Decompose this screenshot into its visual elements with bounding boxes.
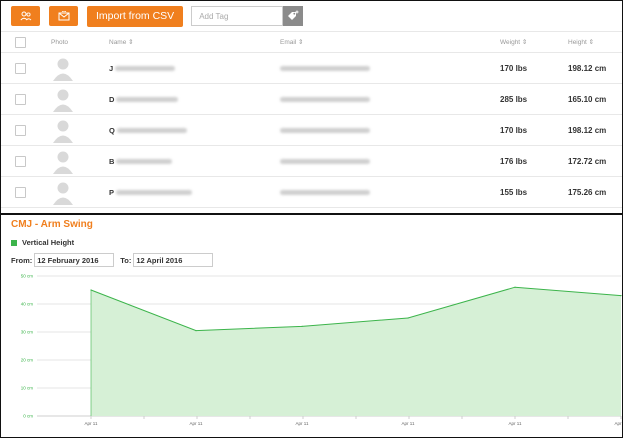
- athlete-name-initial: P: [109, 187, 115, 197]
- athlete-list-panel: Import from CSV Photo Name ⇕ Email ⇕ Wei…: [1, 1, 622, 213]
- y-tick-label: 30 cm: [21, 330, 34, 335]
- y-tick-label: 40 cm: [21, 302, 34, 307]
- x-tick-label: Apr 11: [402, 421, 415, 426]
- y-tick-label: 50 cm: [21, 274, 34, 279]
- x-tick-label: Apr 11: [509, 421, 522, 426]
- y-tick-label: 20 cm: [21, 358, 34, 363]
- athlete-height: 198.12 cm: [568, 125, 607, 135]
- redacted-name: [116, 158, 173, 164]
- row-checkbox[interactable]: [15, 124, 26, 136]
- redacted-name: [115, 65, 176, 71]
- row-checkbox[interactable]: [15, 93, 26, 105]
- envelope-icon: [58, 11, 69, 21]
- from-label: From:: [11, 255, 33, 265]
- series-line: [90, 286, 622, 332]
- import-csv-button[interactable]: Import from CSV: [87, 5, 184, 27]
- to-date-input[interactable]: 12 April 2016: [133, 253, 214, 267]
- table-row[interactable]: P 155 lbs 175.26 cm: [1, 177, 622, 208]
- x-tick-label: Apr 11: [85, 421, 98, 426]
- athlete-name-initial: J: [109, 63, 114, 73]
- select-all-checkbox[interactable]: [15, 36, 26, 48]
- avatar-placeholder-icon: [53, 89, 73, 112]
- athlete-weight: 155 lbs: [500, 187, 528, 197]
- row-checkbox[interactable]: [15, 186, 26, 198]
- athlete-table: Photo Name ⇕ Email ⇕ Weight ⇕ Height ⇕ J…: [1, 31, 622, 208]
- redacted-email: [280, 158, 370, 164]
- athlete-height: 175.26 cm: [568, 187, 607, 197]
- redacted-email: [280, 127, 370, 133]
- avatar-placeholder-icon: [53, 58, 73, 81]
- tag-plus-icon: [288, 10, 299, 20]
- legend-label: Vertical Height: [22, 238, 75, 247]
- from-date-input[interactable]: 12 February 2016: [34, 253, 115, 267]
- redacted-name: [116, 127, 187, 133]
- redacted-name: [116, 96, 179, 102]
- data-point: [195, 330, 197, 332]
- add-user-button[interactable]: [11, 6, 40, 26]
- data-point: [620, 295, 622, 297]
- redacted-name: [116, 189, 193, 195]
- table-header-row: Photo Name ⇕ Email ⇕ Weight ⇕ Height ⇕: [1, 31, 622, 53]
- athlete-height: 172.72 cm: [568, 156, 607, 166]
- panel-divider: [0, 213, 623, 215]
- avatar-placeholder-icon: [53, 182, 73, 205]
- athlete-weight: 176 lbs: [500, 156, 528, 166]
- athlete-name-initial: Q: [109, 125, 115, 135]
- legend-swatch: [11, 239, 17, 246]
- y-tick-label: 0 cm: [23, 414, 33, 419]
- athlete-name-initial: D: [109, 94, 115, 104]
- x-tick-label: Apr 11: [190, 421, 203, 426]
- table-row[interactable]: J 170 lbs 198.12 cm: [1, 53, 622, 84]
- add-tag-input[interactable]: [191, 6, 284, 26]
- athlete-height: 198.12 cm: [568, 63, 607, 73]
- chart-title: CMJ - Arm Swing: [11, 219, 93, 230]
- area-fill: [91, 287, 621, 416]
- table-row[interactable]: D 285 lbs 165.10 cm: [1, 84, 622, 115]
- athlete-height: 165.10 cm: [568, 94, 607, 104]
- header-weight[interactable]: Weight ⇕: [500, 39, 528, 46]
- chart-panel: CMJ - Arm Swing Vertical Height From: 12…: [1, 215, 622, 437]
- header-photo: Photo: [51, 38, 68, 46]
- header-name[interactable]: Name ⇕: [109, 39, 134, 46]
- athlete-weight: 170 lbs: [500, 63, 528, 73]
- email-button[interactable]: [49, 6, 78, 26]
- header-height[interactable]: Height ⇕: [568, 39, 595, 46]
- date-range: From: 12 February 2016 To: 12 April 2016: [11, 253, 214, 267]
- redacted-email: [280, 96, 370, 102]
- data-point: [407, 317, 409, 319]
- add-tag-button[interactable]: [283, 6, 304, 26]
- redacted-email: [280, 189, 370, 195]
- table-row[interactable]: B 176 lbs 172.72 cm: [1, 146, 622, 177]
- add-user-icon: [19, 11, 31, 21]
- vertical-height-chart: 0 cm 10 cm 20 cm 30 cm 40 cm 50 cm Apr 11 Apr 1…: [21, 274, 622, 427]
- row-checkbox[interactable]: [15, 155, 26, 167]
- data-point: [301, 325, 303, 327]
- athlete-weight: 170 lbs: [500, 125, 528, 135]
- athlete-name-initial: B: [109, 156, 115, 166]
- avatar-placeholder-icon: [53, 151, 73, 174]
- table-row[interactable]: Q 170 lbs 198.12 cm: [1, 115, 622, 146]
- data-point: [514, 286, 516, 288]
- x-tick-label: Apr 11: [296, 421, 309, 426]
- athlete-weight: 285 lbs: [500, 94, 528, 104]
- avatar-placeholder-icon: [53, 120, 73, 143]
- row-checkbox[interactable]: [15, 62, 26, 74]
- redacted-email: [280, 65, 370, 71]
- toolbar: Import from CSV: [11, 5, 304, 27]
- to-label: To:: [120, 255, 132, 265]
- header-email[interactable]: Email ⇕: [280, 39, 304, 46]
- x-tick-label: Apr 11: [615, 421, 622, 426]
- y-tick-label: 10 cm: [21, 386, 34, 391]
- chart-legend: Vertical Height: [11, 238, 74, 247]
